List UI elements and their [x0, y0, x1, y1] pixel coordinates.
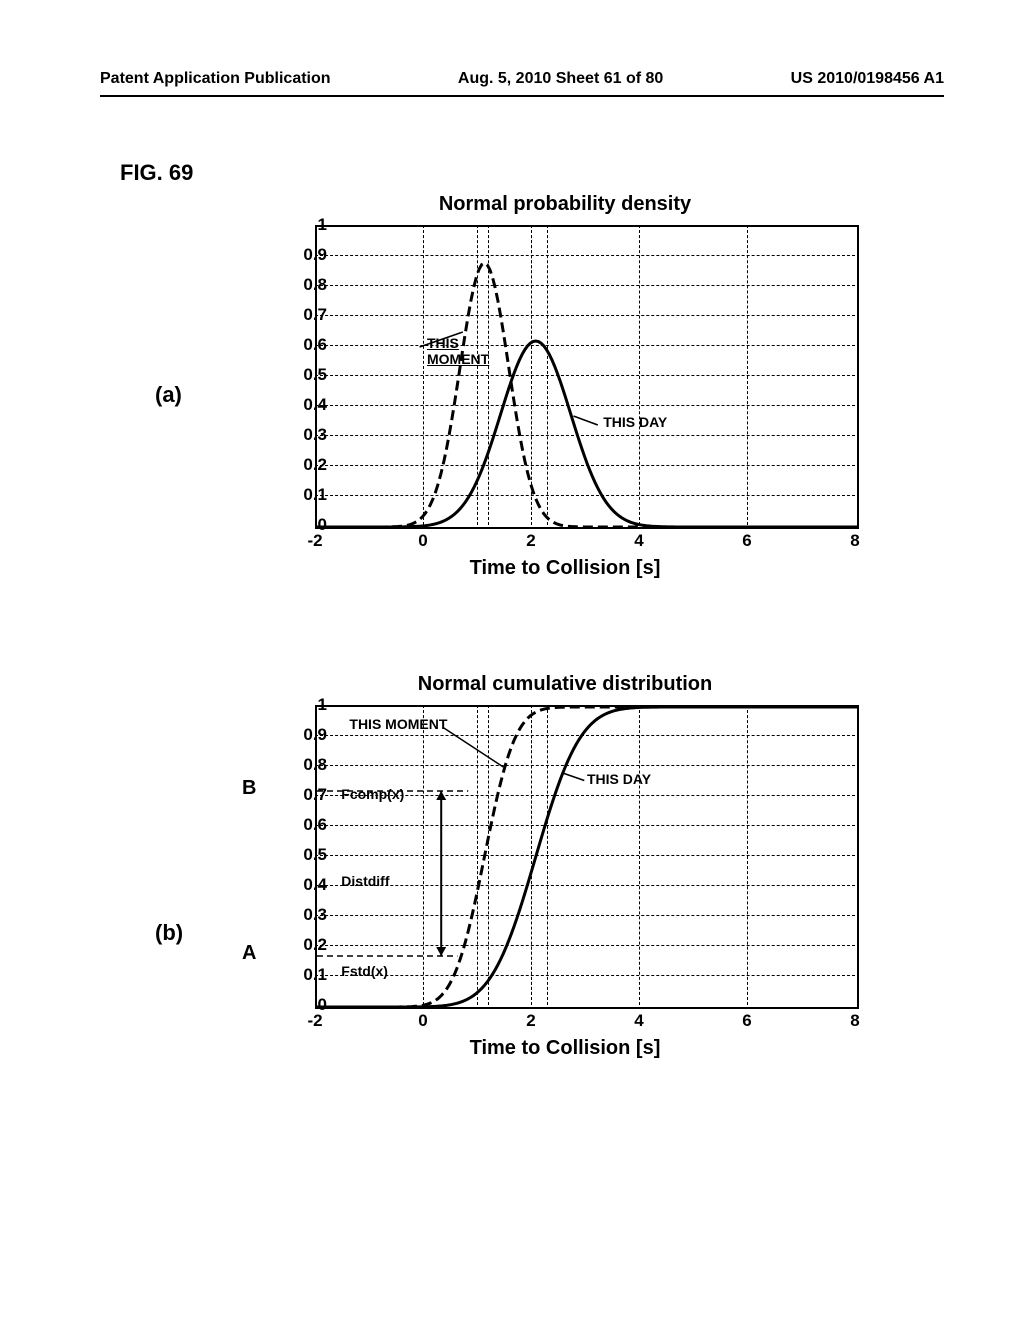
ytick-label: 0.4 — [277, 395, 327, 415]
xtick-label: 2 — [511, 1011, 551, 1031]
header-rule — [100, 95, 944, 97]
figure-label: FIG. 69 — [120, 160, 193, 186]
xtick-label: -2 — [295, 1011, 335, 1031]
svg-a — [317, 227, 857, 527]
ytick-label: 0.1 — [277, 485, 327, 505]
chart-a: Normal probability density THISMOMENTTHI… — [255, 205, 875, 565]
svg-b — [317, 707, 857, 1007]
curve-day — [317, 341, 857, 527]
ann-moment-a: THIS — [427, 335, 459, 351]
xtick-label: 8 — [835, 1011, 875, 1031]
ytick-label: 0.3 — [277, 905, 327, 925]
xtick-label: 6 — [727, 531, 767, 551]
curve-moment — [317, 263, 857, 527]
ytick-label: 0.1 — [277, 965, 327, 985]
xtick-label: 2 — [511, 531, 551, 551]
chart-a-xlabel: Time to Collision [s] — [255, 557, 875, 580]
ytick-label: 0.2 — [277, 935, 327, 955]
ann-day-a: THIS DAY — [603, 414, 667, 430]
ytick-label: 0.9 — [277, 245, 327, 265]
chart-b: Normal cumulative distribution THIS MOME… — [255, 685, 875, 1045]
panel-a-label: (a) — [155, 382, 182, 408]
plot-area-b: THIS MOMENT THIS DAY Fcomp(x) Distdiff Fstd(… — [315, 705, 859, 1009]
xtick-label: 4 — [619, 531, 659, 551]
curve-moment-b — [317, 707, 857, 1007]
xtick-label: 4 — [619, 1011, 659, 1031]
ann-distdiff: Distdiff — [341, 873, 389, 889]
chart-b-title: Normal cumulative distribution — [255, 673, 875, 696]
xtick-label: 0 — [403, 531, 443, 551]
header-right: US 2010/0198456 A1 — [791, 70, 944, 88]
ann-fcomp: Fcomp(x) — [341, 786, 404, 802]
ann-moment-b: THIS MOMENT — [349, 716, 447, 732]
ytick-label: 0.5 — [277, 845, 327, 865]
marker-A: A — [242, 942, 256, 965]
ytick-label: 0.2 — [277, 455, 327, 475]
chart-b-xlabel: Time to Collision [s] — [255, 1037, 875, 1060]
xtick-label: 0 — [403, 1011, 443, 1031]
ytick-label: 0.4 — [277, 875, 327, 895]
header-left: Patent Application Publication — [100, 70, 331, 88]
header-center: Aug. 5, 2010 Sheet 61 of 80 — [458, 70, 663, 88]
chart-a-title: Normal probability density — [255, 193, 875, 216]
xtick-label: 6 — [727, 1011, 767, 1031]
marker-B: B — [242, 777, 256, 800]
ytick-label: 0.8 — [277, 755, 327, 775]
ytick-label: 0.3 — [277, 425, 327, 445]
curve-day-b — [317, 707, 857, 1007]
xtick-label: 8 — [835, 531, 875, 551]
ann-day-b: THIS DAY — [587, 771, 651, 787]
ytick-label: 0.7 — [277, 785, 327, 805]
ytick-label: 1 — [277, 695, 327, 715]
ytick-label: 0.9 — [277, 725, 327, 745]
panel-b-label: (b) — [155, 920, 183, 946]
ytick-label: 0.6 — [277, 815, 327, 835]
ann-moment-a2: MOMENT — [427, 351, 489, 367]
ytick-label: 0.5 — [277, 365, 327, 385]
ytick-label: 0.7 — [277, 305, 327, 325]
xtick-label: -2 — [295, 531, 335, 551]
ann-fstd: Fstd(x) — [341, 963, 388, 979]
plot-area-a: THISMOMENT THIS DAY — [315, 225, 859, 529]
ytick-label: 1 — [277, 215, 327, 235]
ytick-label: 0.6 — [277, 335, 327, 355]
ytick-label: 0.8 — [277, 275, 327, 295]
